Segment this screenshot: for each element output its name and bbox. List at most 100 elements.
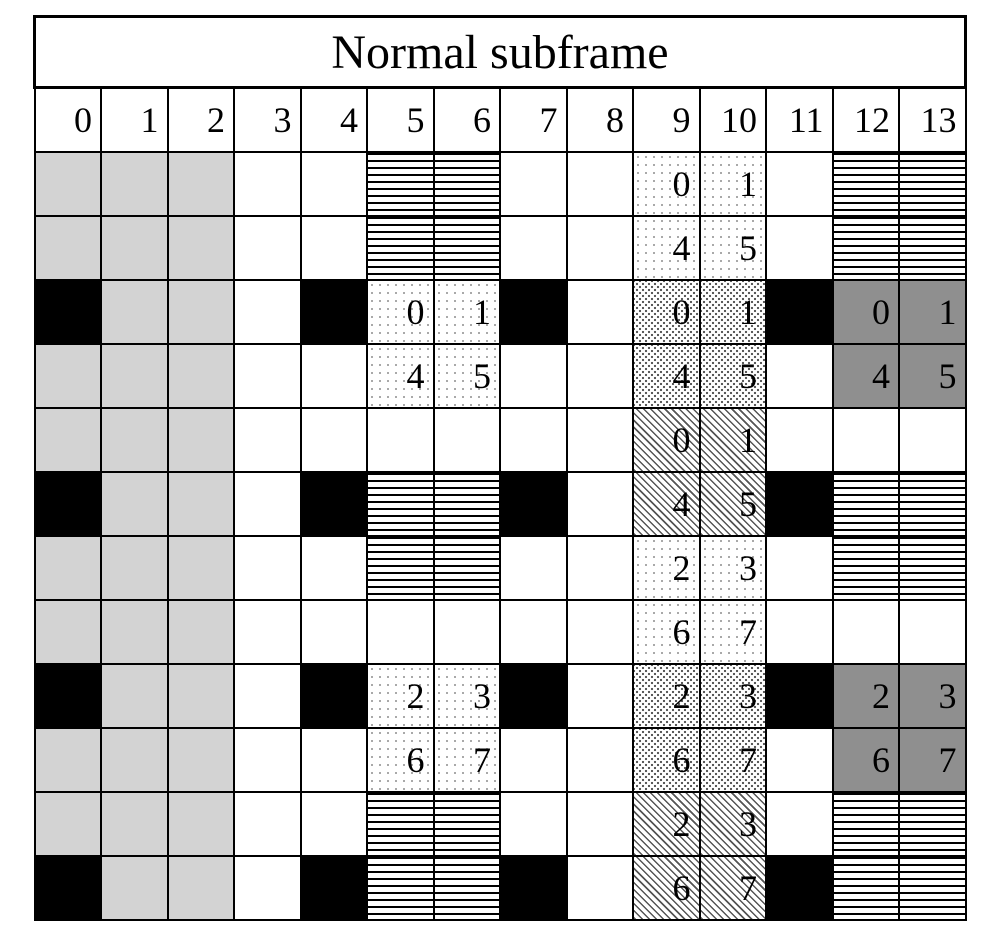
grid-cell bbox=[168, 344, 235, 408]
cell-fill bbox=[568, 217, 633, 279]
cell-fill bbox=[169, 793, 234, 855]
cell-fill bbox=[501, 793, 566, 855]
grid-cell bbox=[101, 600, 168, 664]
table-row: 45 bbox=[35, 216, 966, 280]
cell-value: 2 bbox=[673, 548, 691, 588]
grid-cell bbox=[833, 792, 900, 856]
cell-fill bbox=[435, 409, 500, 471]
cell-value: 6 bbox=[673, 612, 691, 652]
grid-cell: 5 bbox=[434, 344, 501, 408]
grid-cell bbox=[567, 600, 634, 664]
cell-fill bbox=[767, 473, 832, 535]
grid-cell bbox=[567, 856, 634, 920]
cell-fill bbox=[36, 601, 101, 663]
cell-value: 4 bbox=[673, 356, 691, 396]
grid-cell bbox=[301, 216, 368, 280]
grid-cell bbox=[301, 472, 368, 536]
column-header: 10 bbox=[700, 88, 767, 152]
cell-fill bbox=[36, 537, 101, 599]
cell-fill bbox=[767, 537, 832, 599]
grid-cell: 1 bbox=[700, 280, 767, 344]
grid-cell: 2 bbox=[633, 792, 700, 856]
grid-cell bbox=[500, 600, 567, 664]
column-header-label: 12 bbox=[854, 100, 890, 140]
cell-fill bbox=[302, 217, 367, 279]
cell-fill bbox=[169, 473, 234, 535]
grid-cell bbox=[301, 728, 368, 792]
cell-fill bbox=[235, 153, 300, 215]
grid-cell bbox=[434, 600, 501, 664]
cell-fill bbox=[435, 537, 500, 599]
cell-value: 5 bbox=[739, 484, 757, 524]
grid-cell: 3 bbox=[700, 792, 767, 856]
cell-fill bbox=[767, 217, 832, 279]
cell-fill bbox=[568, 281, 633, 343]
cell-fill bbox=[302, 793, 367, 855]
grid-cell bbox=[766, 792, 833, 856]
grid-cell bbox=[434, 216, 501, 280]
cell-value: 2 bbox=[407, 676, 425, 716]
table-row: 232323 bbox=[35, 664, 966, 728]
grid-cell: 2 bbox=[833, 664, 900, 728]
cell-value: 7 bbox=[739, 612, 757, 652]
column-header-label: 1 bbox=[141, 100, 159, 140]
cell-value: 3 bbox=[939, 676, 957, 716]
column-header: 4 bbox=[301, 88, 368, 152]
table-row: 67 bbox=[35, 856, 966, 920]
cell-value: 1 bbox=[739, 420, 757, 460]
grid-cell bbox=[367, 536, 434, 600]
grid-cell bbox=[301, 536, 368, 600]
cell-fill bbox=[169, 537, 234, 599]
cell-fill bbox=[368, 537, 433, 599]
grid-cell bbox=[234, 408, 301, 472]
table-row: 676767 bbox=[35, 728, 966, 792]
grid-cell bbox=[301, 792, 368, 856]
grid-cell bbox=[101, 856, 168, 920]
grid-cell bbox=[500, 344, 567, 408]
grid-cell bbox=[301, 664, 368, 728]
grid-cell bbox=[101, 536, 168, 600]
grid-cell bbox=[234, 216, 301, 280]
column-header-label: 3 bbox=[274, 100, 292, 140]
cell-value: 7 bbox=[939, 740, 957, 780]
grid-cell bbox=[168, 728, 235, 792]
cell-fill bbox=[834, 793, 899, 855]
cell-fill bbox=[36, 217, 101, 279]
cell-fill bbox=[169, 153, 234, 215]
cell-fill bbox=[900, 537, 965, 599]
cell-value: 4 bbox=[407, 356, 425, 396]
grid-cell: 4 bbox=[833, 344, 900, 408]
column-header: 0 bbox=[35, 88, 102, 152]
grid-cell bbox=[35, 856, 102, 920]
cell-fill bbox=[235, 217, 300, 279]
grid-cell bbox=[500, 216, 567, 280]
cell-fill bbox=[235, 281, 300, 343]
cell-value: 3 bbox=[739, 804, 757, 844]
grid-cell bbox=[234, 728, 301, 792]
grid-cell bbox=[899, 472, 966, 536]
cell-fill bbox=[568, 793, 633, 855]
column-header: 2 bbox=[168, 88, 235, 152]
grid-cell bbox=[234, 792, 301, 856]
grid-cell bbox=[168, 536, 235, 600]
grid-cell: 0 bbox=[633, 408, 700, 472]
cell-fill bbox=[834, 537, 899, 599]
grid-cell: 2 bbox=[367, 664, 434, 728]
cell-fill bbox=[302, 665, 367, 727]
grid-cell bbox=[833, 536, 900, 600]
column-header: 6 bbox=[434, 88, 501, 152]
grid-cell: 0 bbox=[833, 280, 900, 344]
table-row: 01 bbox=[35, 152, 966, 216]
cell-value: 6 bbox=[673, 868, 691, 908]
cell-fill bbox=[900, 793, 965, 855]
grid-cell bbox=[766, 536, 833, 600]
cell-fill bbox=[767, 153, 832, 215]
cell-fill bbox=[368, 793, 433, 855]
table-row: 23 bbox=[35, 536, 966, 600]
cell-fill bbox=[302, 153, 367, 215]
cell-fill bbox=[102, 217, 167, 279]
grid-cell bbox=[567, 536, 634, 600]
cell-fill bbox=[900, 473, 965, 535]
grid-cell: 1 bbox=[700, 408, 767, 472]
grid-cell bbox=[500, 856, 567, 920]
